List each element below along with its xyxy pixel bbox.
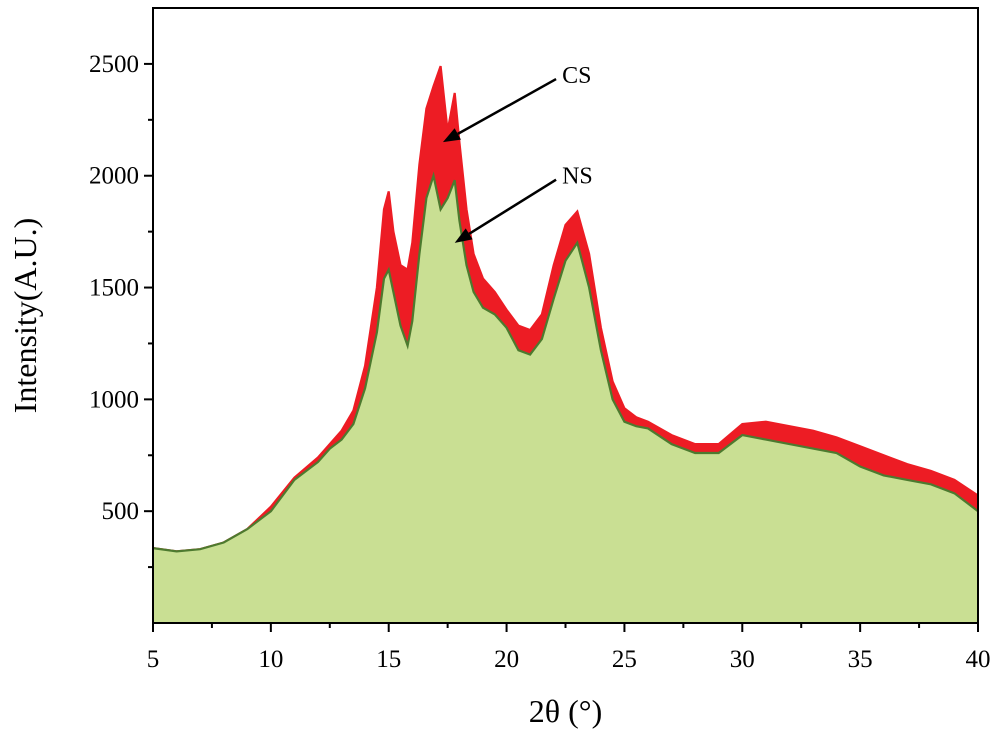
annotation-arrow-head <box>454 228 473 243</box>
x-tick-label: 25 <box>612 646 637 673</box>
x-tick-label: 5 <box>147 646 160 673</box>
annotations: CS NS <box>442 63 593 243</box>
x-tick-label: 40 <box>966 646 991 673</box>
y-axis-title: Intensity(A.U.) <box>7 218 43 414</box>
annotation-arrow-shaft <box>457 77 557 135</box>
series-area-ns <box>153 175 978 623</box>
x-axis-title: 2θ (°) <box>529 693 602 729</box>
annotation-arrow-shaft <box>468 178 557 235</box>
x-tick-label: 10 <box>258 646 283 673</box>
annotation-label-ns: NS <box>562 164 593 190</box>
x-tick-label: 20 <box>494 646 519 673</box>
y-axis-ticks: 500 1000 1500 2000 2500 <box>89 51 153 569</box>
x-tick-label: 35 <box>848 646 873 673</box>
x-tick-label: 15 <box>376 646 401 673</box>
y-tick-label: 500 <box>102 498 140 525</box>
annotation-arrow-head <box>442 128 461 143</box>
x-axis-ticks: 5 10 15 20 25 30 35 40 <box>147 623 991 673</box>
y-tick-label: 2000 <box>89 163 139 190</box>
y-tick-label: 1000 <box>89 386 139 413</box>
annotation-label-cs: CS <box>562 63 591 89</box>
plot-areas <box>152 65 979 624</box>
series-line-ns <box>152 171 979 553</box>
x-tick-label: 30 <box>730 646 755 673</box>
y-tick-label: 2500 <box>89 51 139 78</box>
series-line-cs <box>152 65 979 553</box>
y-tick-label: 1500 <box>89 275 139 302</box>
